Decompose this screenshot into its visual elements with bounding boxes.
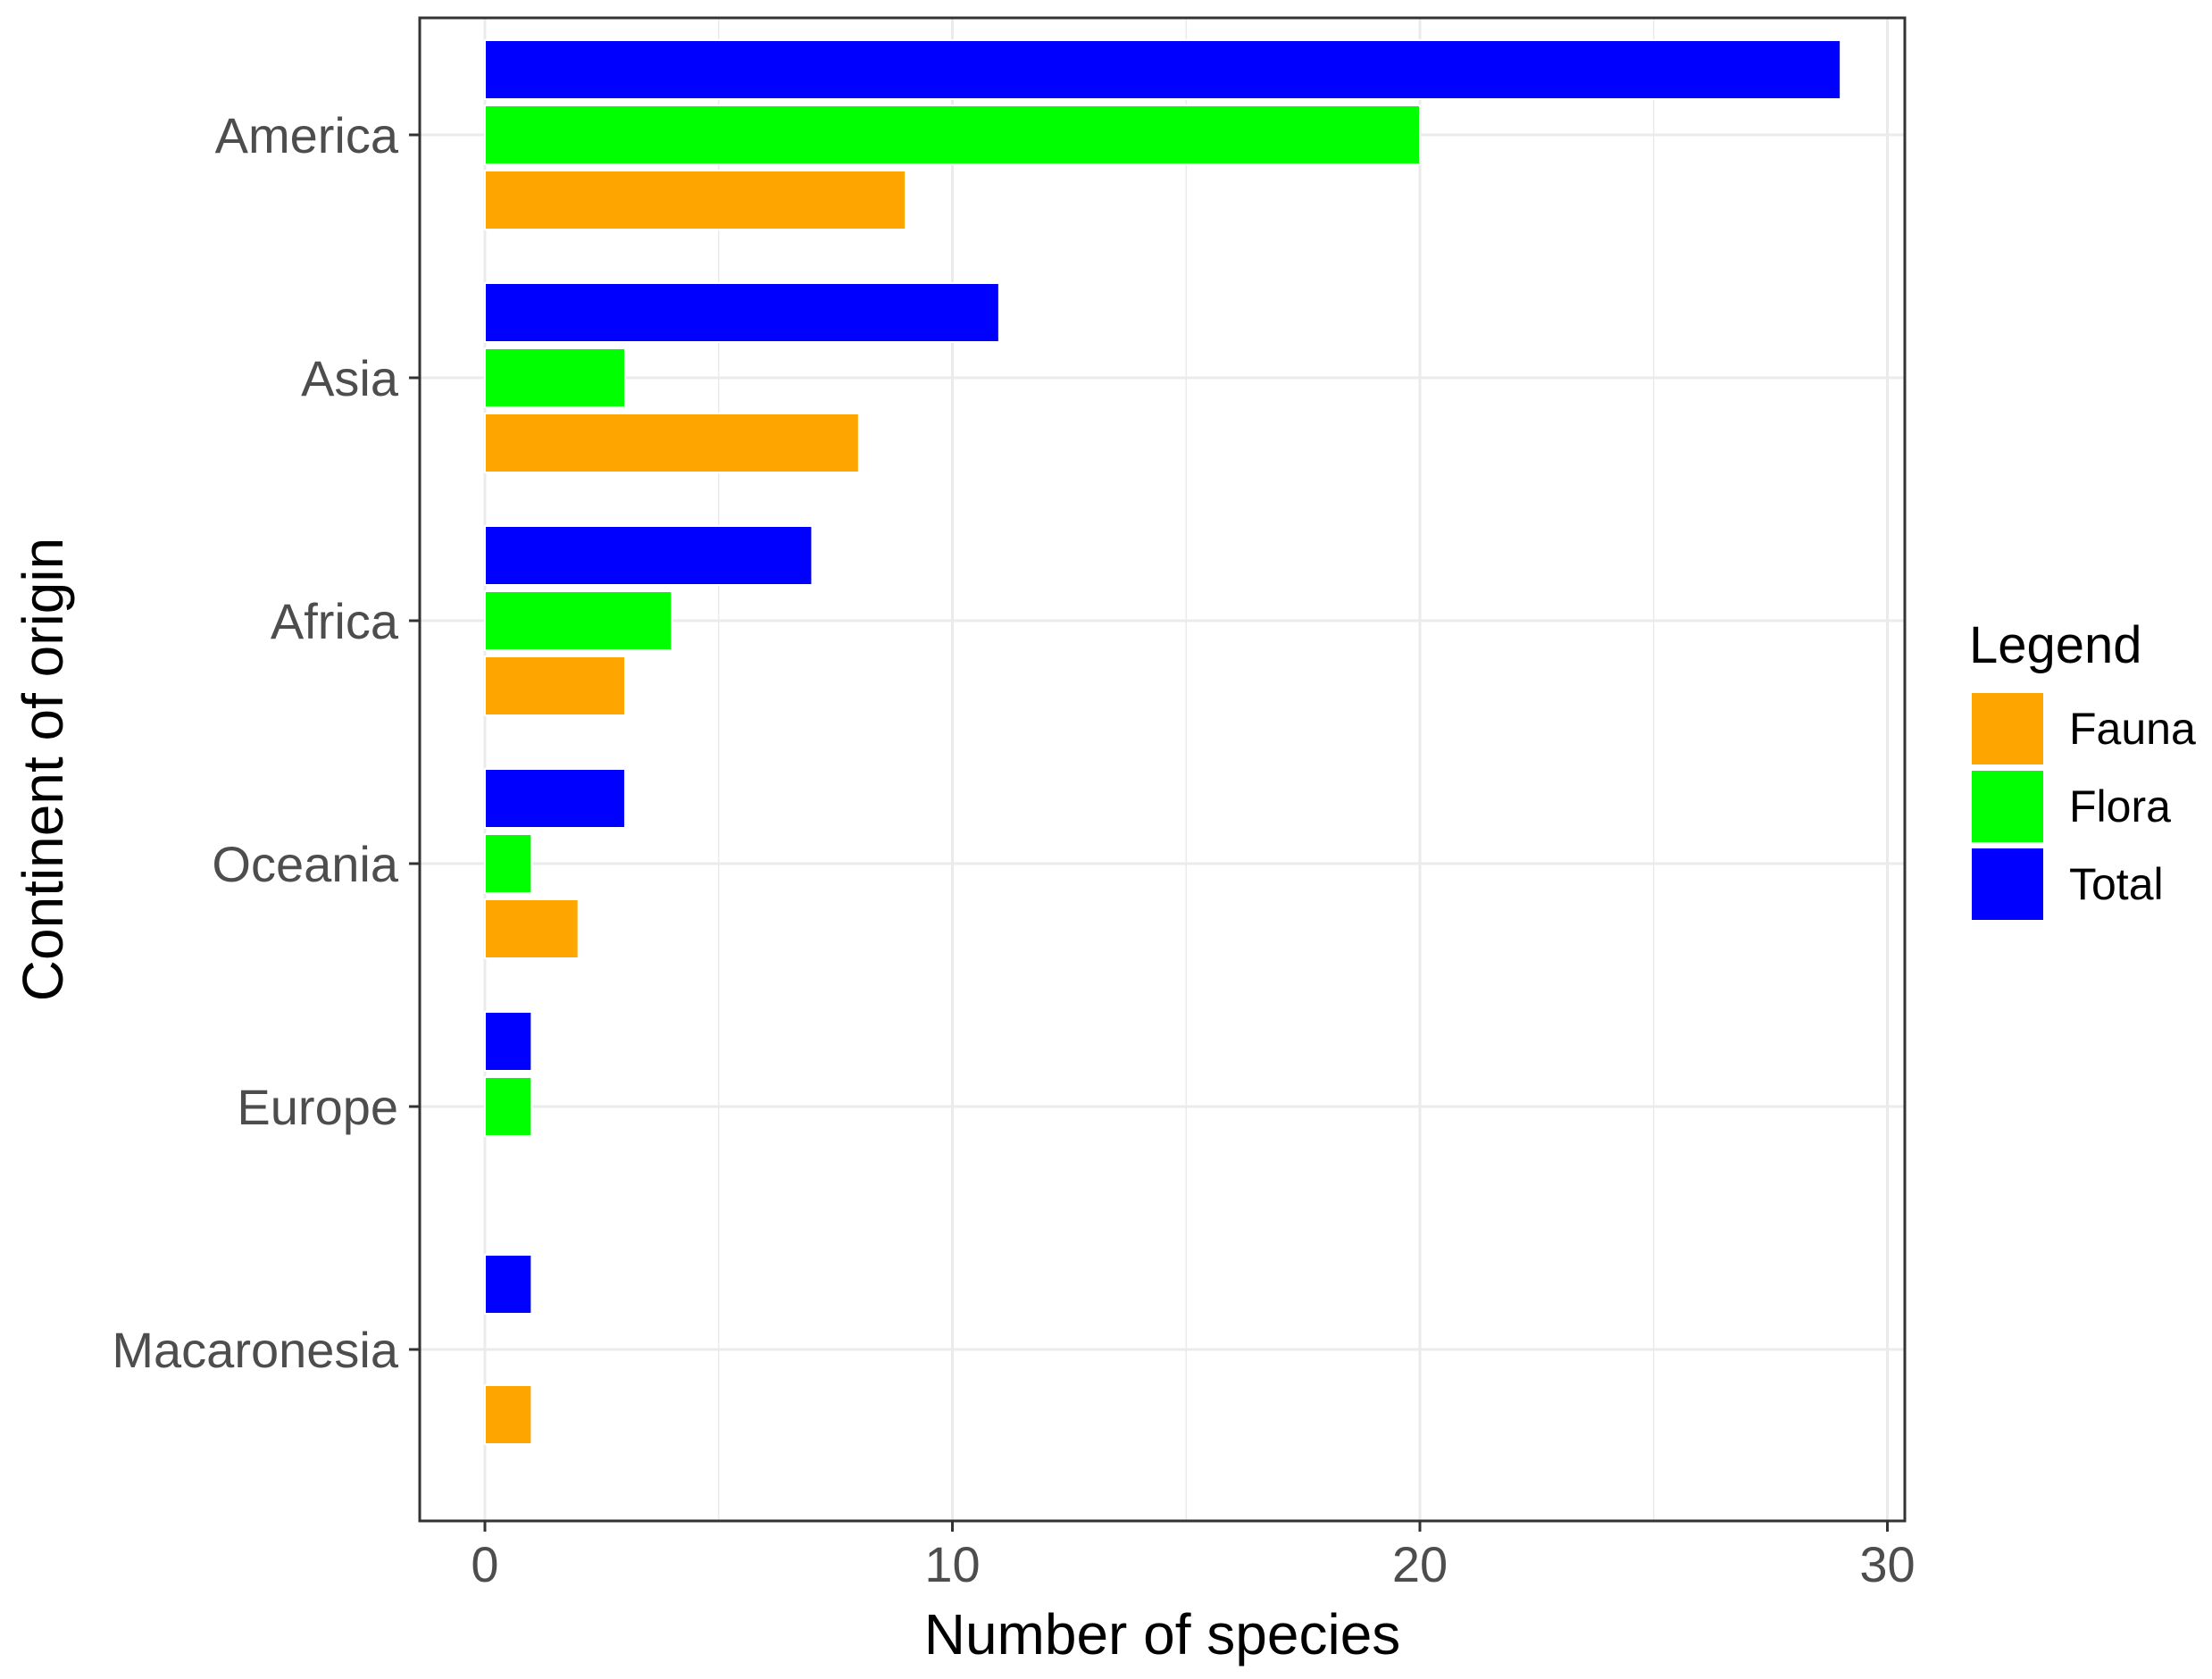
y-tick-label: Europe: [237, 1079, 398, 1135]
y-axis-title: Continent of origin: [11, 538, 75, 1001]
legend-swatch-flora: [1970, 769, 2045, 844]
legend-title: Legend: [1969, 616, 2142, 674]
legend-swatch-total: [1970, 847, 2045, 922]
bar-total-africa: [484, 525, 814, 586]
legend: Legend Fauna Flora Total: [1969, 616, 2196, 922]
x-tick-label: 10: [924, 1536, 980, 1592]
x-axis-title: Number of species: [924, 1602, 1401, 1666]
bar-flora-america: [484, 104, 1421, 165]
bar-flora-europe: [484, 1076, 533, 1137]
bar-fauna-oceania: [484, 898, 580, 959]
bar-fauna-america: [484, 170, 907, 230]
bar-total-america: [484, 39, 1842, 100]
y-tick-label: Africa: [271, 593, 399, 649]
bar-total-macaronesia: [484, 1254, 533, 1315]
legend-label-flora: Flora: [2069, 781, 2171, 831]
bar-flora-asia: [484, 347, 627, 408]
bar-total-oceania: [484, 768, 627, 829]
legend-label-total: Total: [2069, 859, 2164, 909]
bar-fauna-macaronesia: [484, 1384, 533, 1445]
x-tick-label: 20: [1392, 1536, 1448, 1592]
bar-flora-oceania: [484, 833, 533, 894]
y-tick-label: America: [215, 107, 399, 163]
bars: [484, 39, 1842, 1445]
bar-fauna-africa: [484, 656, 627, 716]
legend-label-fauna: Fauna: [2069, 704, 2196, 754]
legend-swatch-fauna: [1970, 691, 2045, 766]
axis-ticks: [409, 133, 1889, 1532]
x-tick-label: 30: [1859, 1536, 1915, 1592]
y-tick-label: Macaronesia: [112, 1322, 398, 1378]
bar-total-europe: [484, 1011, 533, 1072]
bar-fauna-asia: [484, 413, 860, 473]
x-tick-label: 0: [471, 1536, 498, 1592]
y-tick-label: Asia: [301, 350, 399, 406]
plot-panel-border: [418, 16, 1907, 1523]
y-tick-labels: America Asia Africa Oceania Europe Macaronesi…: [112, 107, 398, 1378]
y-tick-label: Oceania: [212, 836, 398, 892]
bar-flora-africa: [484, 590, 673, 651]
x-tick-labels: 0 10 20 30: [471, 1536, 1915, 1592]
bar-total-asia: [484, 282, 1000, 343]
